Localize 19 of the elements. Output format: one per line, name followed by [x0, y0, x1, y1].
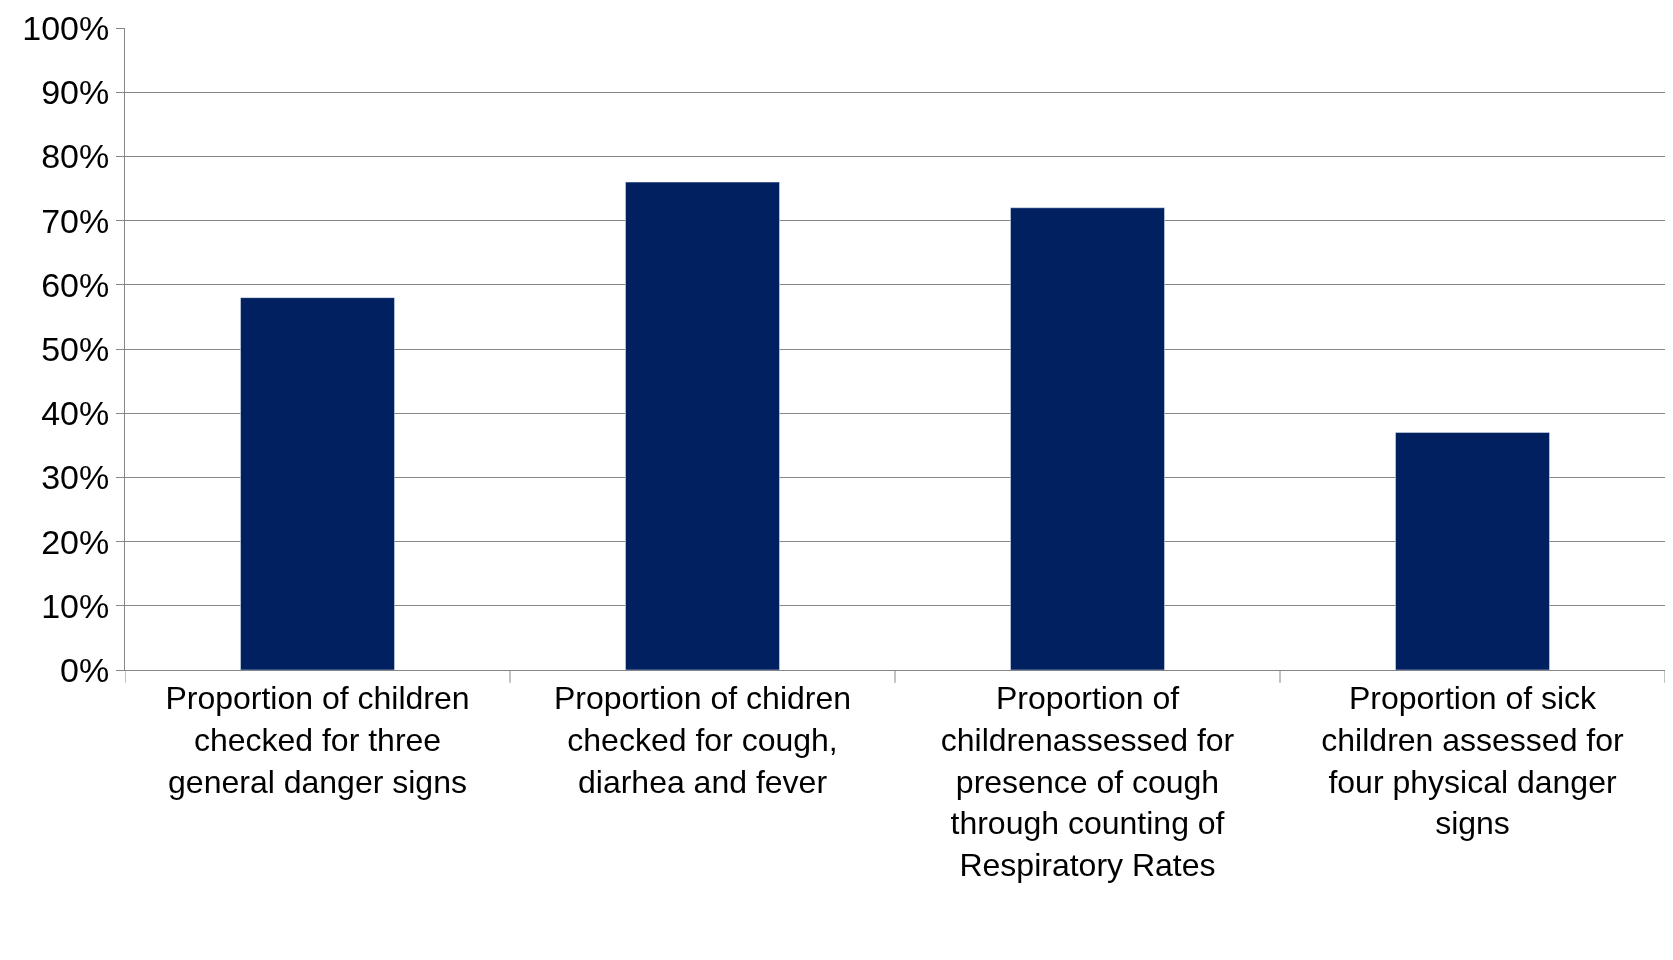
y-tick-label: 60%	[41, 265, 110, 304]
y-tick-label: 40%	[41, 394, 110, 433]
y-tick-label: 10%	[41, 586, 110, 625]
y-tick-label: 30%	[41, 458, 110, 497]
y-tick-label: 80%	[41, 137, 110, 176]
bar	[240, 297, 395, 670]
y-tick-label: 70%	[41, 201, 110, 240]
y-tick-label: 0%	[60, 650, 110, 689]
x-tick-label: Proportion of children checked for three general danger signs	[165, 680, 470, 800]
bar	[1395, 432, 1550, 670]
bar	[1010, 207, 1165, 670]
y-tick-label: 90%	[41, 73, 110, 112]
y-tick-label: 20%	[41, 522, 110, 561]
x-tick-label: Proportion of childrenassessed for presence of cough through counting of Respiratory Rates	[940, 680, 1235, 883]
x-tick-label: Proportion of sick children assessed for four physical danger signs	[1321, 680, 1625, 842]
x-tick-label: Proportion of chidren checked for cough, diarhea and fever	[553, 680, 852, 800]
y-tick-label: 50%	[41, 329, 110, 368]
bar	[625, 181, 780, 670]
y-tick-label: 100%	[22, 8, 110, 47]
